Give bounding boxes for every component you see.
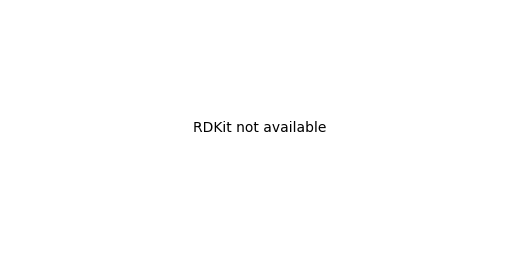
Text: RDKit not available: RDKit not available bbox=[192, 121, 325, 135]
